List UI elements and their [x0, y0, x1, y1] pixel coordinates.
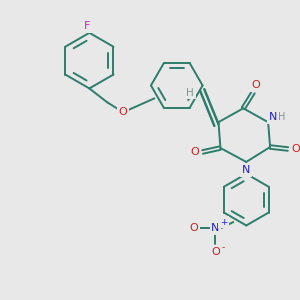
Text: O: O: [292, 144, 300, 154]
Text: O: O: [252, 80, 261, 91]
Text: H: H: [278, 112, 286, 122]
Text: N: N: [211, 223, 220, 233]
Text: O: O: [119, 107, 128, 117]
Text: F: F: [84, 21, 91, 31]
Text: -: -: [222, 243, 225, 252]
Text: N: N: [269, 112, 277, 122]
Text: O: O: [211, 247, 220, 257]
Text: O: O: [190, 147, 199, 157]
Text: N: N: [242, 165, 250, 175]
Text: H: H: [186, 88, 194, 98]
Text: +: +: [220, 218, 227, 226]
Text: O: O: [189, 223, 198, 233]
